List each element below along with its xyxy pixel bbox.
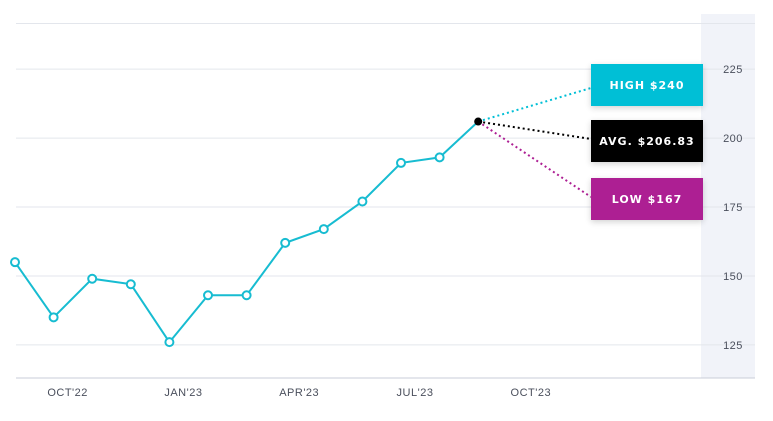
x-tick-label-0: OCT'22	[47, 387, 88, 399]
connector-low	[477, 120, 592, 198]
data-point-3	[125, 279, 136, 290]
y-axis-panel	[701, 14, 755, 378]
data-point-4	[164, 337, 175, 348]
y-tick-label-125: 125	[723, 340, 743, 352]
data-point-0	[10, 257, 20, 268]
annotation-connectors	[477, 87, 592, 198]
current-point-marker	[474, 117, 483, 126]
connector-avg	[478, 120, 592, 140]
data-point-11	[434, 152, 445, 163]
data-point-10	[396, 157, 406, 168]
high-price-tag: HIGH $240	[591, 64, 703, 106]
y-axis-ticks: 125 150 175 200 225	[723, 64, 743, 352]
x-tick-label-3: JUL'23	[397, 387, 434, 399]
data-point-5	[203, 290, 213, 301]
data-point-7	[280, 237, 291, 248]
series-line	[14, 120, 479, 344]
data-point-1	[48, 312, 59, 323]
x-axis-ticks: OCT'22 JAN'23 APR'23 JUL'23 OCT'23	[47, 387, 552, 399]
data-point-6	[241, 290, 252, 301]
connector-high	[477, 87, 592, 123]
average-price-tag: AVG. $206.83	[591, 120, 703, 162]
y-tick-label-150: 150	[723, 271, 743, 283]
y-tick-label-175: 175	[723, 202, 743, 214]
x-tick-label-2: APR'23	[279, 387, 319, 399]
y-tick-label-200: 200	[723, 133, 743, 145]
series-points	[10, 152, 445, 348]
x-tick-label-1: JAN'23	[164, 387, 202, 399]
low-price-tag: LOW $167	[591, 178, 703, 220]
x-tick-label-4: OCT'23	[511, 387, 552, 399]
data-point-8	[318, 224, 329, 235]
y-tick-label-225: 225	[723, 64, 743, 76]
data-point-9	[357, 196, 368, 207]
data-point-2	[87, 273, 98, 284]
